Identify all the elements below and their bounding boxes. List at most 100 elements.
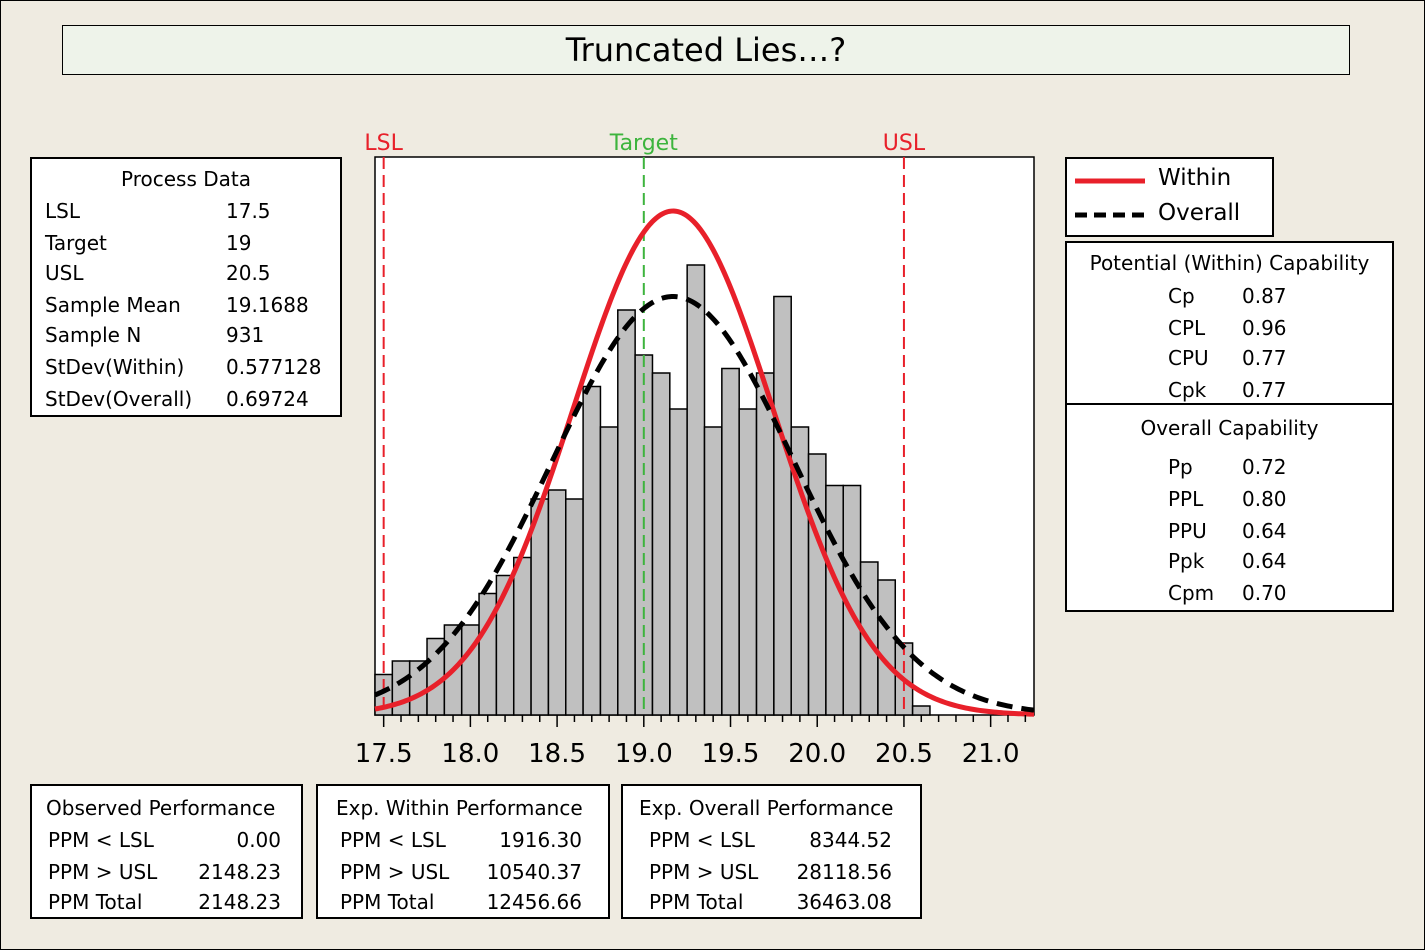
observed-value-total: 2148.23 — [198, 890, 281, 914]
histogram-bar — [512, 556, 532, 716]
process-value-n: 931 — [226, 323, 265, 347]
exp-within-performance-box: Exp. Within Performance PPM < LSL 1916.3… — [316, 784, 610, 919]
process-label-stdev-within: StDev(Within) — [45, 355, 185, 379]
exp-overall-value-total: 36463.08 — [796, 890, 892, 914]
process-value-usl: 20.5 — [226, 261, 271, 285]
exp-within-value-usl: 10540.37 — [486, 860, 582, 884]
cap-value-pp: 0.72 — [1242, 455, 1287, 479]
cap-label-cpk: Cpk — [1168, 378, 1207, 402]
cap-label-cpl: CPL — [1168, 316, 1206, 340]
process-value-stdev-within: 0.577128 — [226, 355, 322, 379]
histogram-bar — [721, 367, 740, 716]
exp-within-label-usl: PPM > USL — [340, 860, 450, 884]
histogram-bar — [825, 484, 844, 716]
histogram-bar — [738, 408, 758, 716]
exp-overall-label-total: PPM Total — [649, 890, 744, 914]
cap-label-pp: Pp — [1168, 455, 1193, 479]
cap-value-ppl: 0.80 — [1242, 487, 1287, 511]
x-tick-label: 17.5 — [355, 739, 413, 769]
histogram-bar — [565, 498, 584, 716]
exp-overall-performance-box: Exp. Overall Performance PPM < LSL 8344.… — [621, 784, 922, 919]
process-value-lsl: 17.5 — [226, 199, 271, 223]
capability-box: Potential (Within) Capability Cp 0.87 CP… — [1065, 241, 1394, 612]
process-value-mean: 19.1688 — [226, 293, 309, 317]
cap-value-cpl: 0.96 — [1242, 316, 1287, 340]
exp-within-value-total: 12456.66 — [486, 890, 582, 914]
legend-swatches — [1075, 178, 1145, 218]
observed-performance-box: Observed Performance PPM < LSL 0.00 PPM … — [30, 784, 303, 919]
target-label: Target — [609, 131, 678, 156]
histogram-bar — [703, 426, 723, 716]
histogram-bar — [547, 489, 567, 716]
cap-label-ppu: PPU — [1168, 519, 1207, 543]
histogram-bar — [911, 705, 931, 716]
histogram-bar — [773, 295, 792, 716]
observed-value-usl: 2148.23 — [198, 860, 281, 884]
legend-box: Within Overall — [1065, 157, 1274, 237]
capability-divider — [1067, 403, 1392, 405]
histogram-bar — [599, 426, 619, 716]
overall-curve — [374, 294, 1035, 713]
cap-value-cpm: 0.70 — [1242, 581, 1287, 605]
exp-overall-header: Exp. Overall Performance — [639, 796, 894, 820]
process-label-target: Target — [45, 231, 107, 255]
legend-within-label: Within — [1158, 165, 1232, 191]
histogram-bar — [686, 264, 706, 716]
observed-label-usl: PPM > USL — [48, 860, 158, 884]
legend-overall-label: Overall — [1158, 200, 1241, 226]
exp-overall-value-usl: 28118.56 — [796, 860, 892, 884]
exp-within-header: Exp. Within Performance — [336, 796, 583, 820]
process-value-target: 19 — [226, 231, 252, 255]
cap-label-ppl: PPL — [1168, 487, 1204, 511]
process-label-mean: Sample Mean — [45, 293, 181, 317]
cap-label-ppk: Ppk — [1168, 549, 1205, 573]
process-label-usl: USL — [45, 261, 84, 285]
histogram-bar — [582, 385, 602, 716]
x-tick-label: 19.5 — [702, 739, 760, 769]
observed-label-total: PPM Total — [48, 890, 143, 914]
process-value-stdev-overall: 0.69724 — [226, 387, 309, 411]
process-label-n: Sample N — [45, 323, 142, 347]
x-tick-label: 18.0 — [441, 739, 499, 769]
cap-label-cpu: CPU — [1168, 346, 1209, 370]
x-tick-label: 20.5 — [875, 739, 933, 769]
usl-label: USL — [883, 131, 926, 156]
exp-overall-label-lsl: PPM < LSL — [649, 828, 755, 852]
chart-title: Truncated Lies…? — [565, 31, 847, 69]
x-tick-label: 19.0 — [615, 739, 673, 769]
title-box: Truncated Lies…? — [62, 25, 1350, 75]
observed-label-lsl: PPM < LSL — [48, 828, 154, 852]
cap-value-cpk: 0.77 — [1242, 378, 1287, 402]
histogram-bar — [617, 309, 636, 716]
process-label-lsl: LSL — [45, 199, 80, 223]
exp-overall-value-lsl: 8344.52 — [809, 828, 892, 852]
overall-cap-header: Overall Capability — [1140, 416, 1319, 440]
process-data-header: Process Data — [121, 167, 251, 191]
potential-header: Potential (Within) Capability — [1089, 251, 1370, 275]
histogram-bar — [877, 579, 897, 716]
process-data-box: Process Data LSL 17.5 Target 19 USL 20.5… — [30, 157, 342, 417]
exp-within-value-lsl: 1916.30 — [499, 828, 582, 852]
cap-value-cpu: 0.77 — [1242, 346, 1287, 370]
histogram-bar — [530, 498, 550, 716]
exp-overall-label-usl: PPM > USL — [649, 860, 759, 884]
x-tick-label: 20.0 — [788, 739, 846, 769]
histogram-bar — [755, 372, 775, 716]
cap-value-ppk: 0.64 — [1242, 549, 1287, 573]
cap-value-cp: 0.87 — [1242, 284, 1287, 308]
x-tick-label: 18.5 — [528, 739, 586, 769]
lsl-label: LSL — [364, 131, 403, 156]
histogram-bar — [651, 372, 671, 716]
within-curve — [374, 208, 1035, 717]
observed-value-lsl: 0.00 — [236, 828, 281, 852]
x-tick-label: 21.0 — [962, 739, 1020, 769]
process-label-stdev-overall: StDev(Overall) — [45, 387, 193, 411]
cap-label-cpm: Cpm — [1168, 581, 1215, 605]
exp-within-label-total: PPM Total — [340, 890, 435, 914]
cap-value-ppu: 0.64 — [1242, 519, 1287, 543]
exp-within-label-lsl: PPM < LSL — [340, 828, 446, 852]
cap-label-cp: Cp — [1168, 284, 1195, 308]
observed-header: Observed Performance — [46, 796, 276, 820]
histogram-bar — [669, 408, 688, 716]
